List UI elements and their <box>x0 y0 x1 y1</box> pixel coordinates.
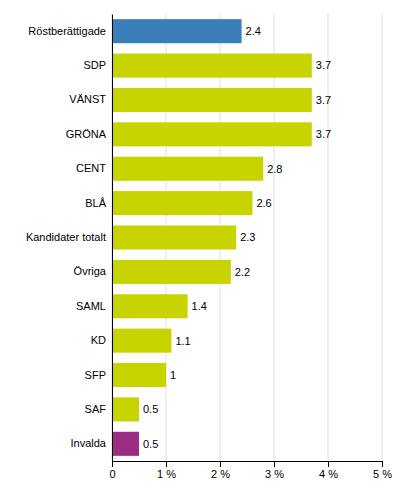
x-tick: 4 % <box>319 461 338 480</box>
y-tick-label: SFP <box>85 369 106 381</box>
y-tick: BLÅ <box>85 197 112 209</box>
bar <box>112 363 166 387</box>
bar <box>112 432 139 456</box>
bar <box>112 122 312 146</box>
data-label: 3.7 <box>316 94 331 106</box>
y-axis-line <box>112 15 113 462</box>
x-tick-label: 0 <box>109 468 115 480</box>
y-tick: Invalda <box>71 437 112 449</box>
x-tick-mark <box>382 461 383 467</box>
x-tick: 5 % <box>373 461 392 480</box>
data-label: 2.2 <box>235 266 250 278</box>
y-tick-label: GRÖNA <box>66 128 107 140</box>
y-tick: Övriga <box>74 265 112 277</box>
bar <box>112 88 312 112</box>
y-tick-label: Röstberättigade <box>28 25 106 37</box>
bars <box>112 19 312 456</box>
y-tick-label: SDP <box>83 59 106 71</box>
data-label: 1.4 <box>192 300 207 312</box>
x-tick: 1 % <box>157 461 176 480</box>
x-tick-label: 2 % <box>211 468 230 480</box>
data-label: 2.4 <box>246 25 261 37</box>
y-tick: KD <box>91 334 112 346</box>
y-tick: Kandidater totalt <box>26 231 112 243</box>
x-tick: 0 <box>109 461 115 480</box>
x-tick: 3 % <box>265 461 284 480</box>
y-tick-label: SAML <box>76 300 106 312</box>
bar <box>112 294 188 318</box>
bar <box>112 397 139 421</box>
data-label: 2.8 <box>267 163 282 175</box>
x-tick: 2 % <box>211 461 230 480</box>
y-tick-label: KD <box>91 334 106 346</box>
x-tick-mark <box>274 461 275 467</box>
bar <box>112 191 252 215</box>
y-tick: SAF <box>85 403 112 415</box>
y-tick: SDP <box>83 59 112 71</box>
x-tick-label: 4 % <box>319 468 338 480</box>
y-tick-label: Kandidater totalt <box>26 231 106 243</box>
x-tick-label: 5 % <box>373 468 392 480</box>
data-label: 2.3 <box>240 231 255 243</box>
y-tick-label: CENT <box>76 162 106 174</box>
grid-line <box>328 14 329 461</box>
bar <box>112 19 242 43</box>
y-tick-label: BLÅ <box>85 197 106 209</box>
x-axis-line <box>113 462 383 468</box>
data-label: 0.5 <box>143 438 158 450</box>
x-tick-label: 3 % <box>265 468 284 480</box>
data-label: 1.1 <box>175 335 190 347</box>
x-tick-mark <box>166 461 167 467</box>
y-tick: SAML <box>76 300 112 312</box>
plot: 0 1 % 2 % 3 % 4 % 5 % Röstberättigade SDP VÄNST G… <box>26 14 392 480</box>
y-tick: Röstberättigade <box>28 25 112 37</box>
data-label: 1 <box>170 369 176 381</box>
y-tick: GRÖNA <box>66 128 112 140</box>
data-label: 3.7 <box>316 128 331 140</box>
y-tick-label: Invalda <box>71 437 107 449</box>
y-tick: CENT <box>76 162 112 174</box>
data-labels: 2.4 3.7 3.7 3.7 2.8 2.6 2.3 2.2 1.4 1.1 1 0.5 0.5 <box>143 25 331 450</box>
x-axis: 0 1 % 2 % 3 % 4 % 5 % <box>109 461 392 480</box>
bar <box>112 260 231 284</box>
data-label: 3.7 <box>316 59 331 71</box>
grid-line <box>112 14 113 461</box>
grid <box>112 14 382 461</box>
bar <box>112 157 263 181</box>
x-tick-mark <box>328 461 329 467</box>
y-tick: VÄNST <box>69 93 112 105</box>
y-tick-label: VÄNST <box>69 93 106 105</box>
data-label: 2.6 <box>256 197 271 209</box>
y-tick-label: Övriga <box>74 265 107 277</box>
bar <box>112 329 171 353</box>
x-tick-mark <box>220 461 221 467</box>
chart: 0 1 % 2 % 3 % 4 % 5 % Röstberättigade SDP VÄNST G… <box>0 0 416 491</box>
y-tick: SFP <box>85 369 112 381</box>
data-label: 0.5 <box>143 403 158 415</box>
bar <box>112 54 312 78</box>
x-tick-mark <box>112 461 113 467</box>
bar <box>112 225 236 249</box>
y-tick-label: SAF <box>85 403 107 415</box>
grid-line <box>382 14 383 461</box>
grid-line <box>274 14 275 461</box>
y-axis: Röstberättigade SDP VÄNST GRÖNA CENT BLÅ Kandi… <box>26 15 113 462</box>
x-tick-label: 1 % <box>157 468 176 480</box>
